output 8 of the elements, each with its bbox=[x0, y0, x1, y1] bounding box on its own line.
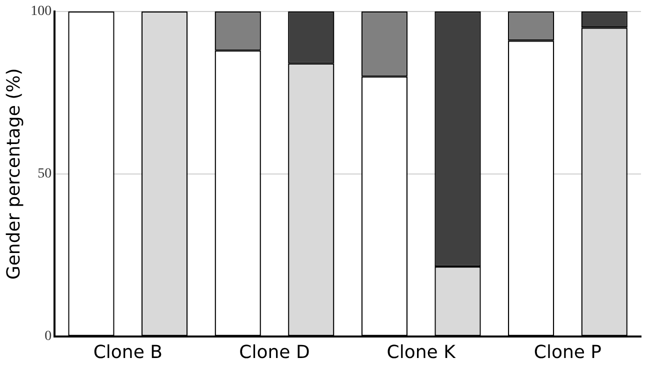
y-tick-label: 50 bbox=[38, 166, 52, 182]
x-tick-label: Clone D bbox=[239, 342, 310, 363]
x-tick-label: Clone B bbox=[93, 342, 162, 363]
y-tick-label: 0 bbox=[44, 329, 52, 344]
x-tick-label: Clone K bbox=[386, 342, 457, 363]
y-tick-label: 100 bbox=[30, 4, 52, 20]
y-axis-title: Gender percentage (%) bbox=[3, 68, 24, 280]
x-tick-label: Clone P bbox=[534, 342, 602, 363]
